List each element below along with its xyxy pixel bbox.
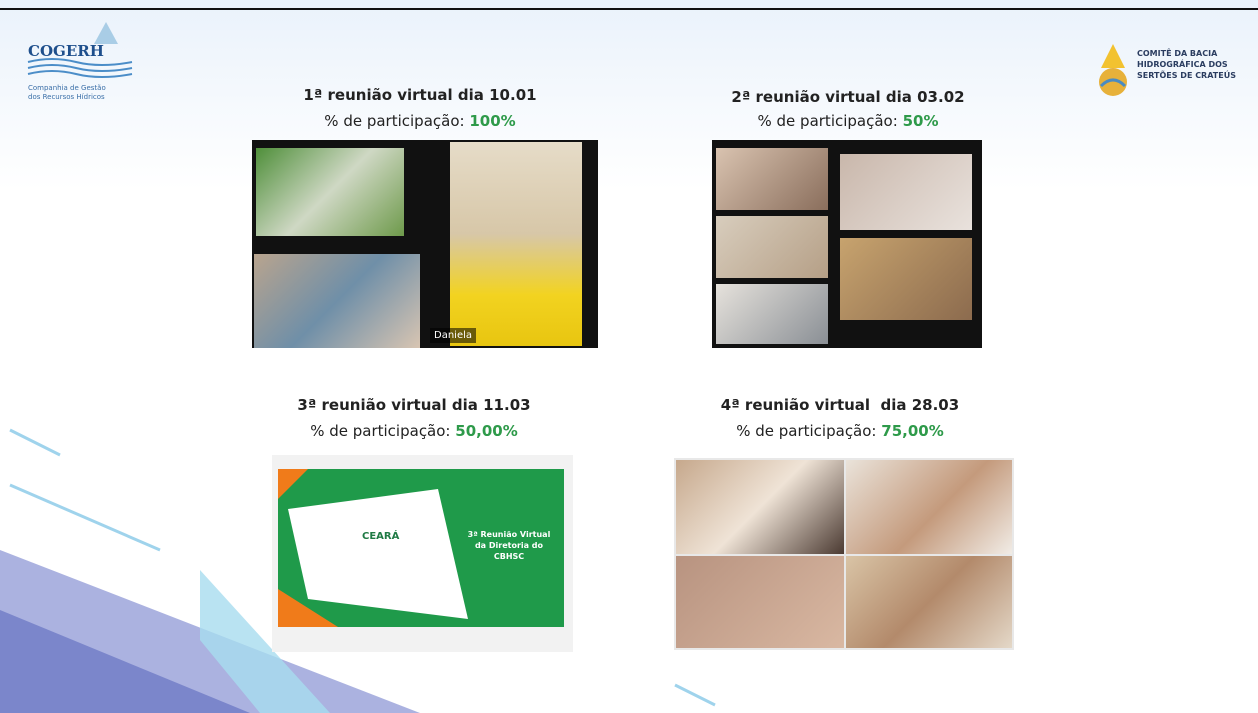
meeting-screenshot: Daniela bbox=[252, 140, 598, 348]
participation-value: 50,00% bbox=[455, 422, 517, 440]
cogerh-logo: COGERH Companhia de Gestão dos Recursos … bbox=[22, 20, 140, 120]
participation: % de participação: 50% bbox=[668, 112, 1028, 130]
video-tile bbox=[716, 148, 828, 210]
participation-label: % de participação: bbox=[736, 422, 876, 440]
top-line bbox=[0, 8, 1258, 10]
preview-title: da Diretoria do bbox=[456, 540, 562, 551]
meeting-screenshot bbox=[674, 458, 1014, 650]
video-tile bbox=[450, 142, 582, 346]
participation-label: % de participação: bbox=[324, 112, 464, 130]
participation: % de participação: 50,00% bbox=[234, 422, 594, 440]
video-tile bbox=[254, 254, 420, 348]
video-tile bbox=[840, 154, 972, 230]
meeting-screenshot bbox=[712, 140, 982, 348]
comite-logo: COMITÊ DA BACIA HIDROGRÁFICA DOS SERTÕES… bbox=[1095, 42, 1255, 102]
logo-subtitle: Companhia de Gestão bbox=[28, 84, 106, 92]
video-tile bbox=[256, 148, 404, 236]
logo-line: SERTÕES DE CRATEÚS bbox=[1137, 70, 1236, 81]
logo-subtitle: dos Recursos Hídricos bbox=[28, 93, 105, 101]
meeting-title: 2ª reunião virtual dia 03.02 bbox=[668, 88, 1028, 106]
participation: % de participação: 100% bbox=[240, 112, 600, 130]
preview-brand: CEARÁ bbox=[362, 531, 399, 542]
logo-line: COMITÊ DA BACIA bbox=[1137, 48, 1236, 59]
participation-value: 50% bbox=[903, 112, 939, 130]
preview-title: 3ª Reunião Virtual bbox=[456, 529, 562, 540]
video-tile bbox=[846, 460, 1012, 554]
participation-label: % de participação: bbox=[758, 112, 898, 130]
participation-value: 100% bbox=[469, 112, 515, 130]
meeting-title: 3ª reunião virtual dia 11.03 bbox=[234, 396, 594, 414]
video-tile bbox=[676, 556, 844, 648]
slide-preview: CEARÁ 3ª Reunião Virtual da Diretoria do… bbox=[278, 469, 564, 627]
meeting-screenshot: CEARÁ 3ª Reunião Virtual da Diretoria do… bbox=[272, 455, 573, 652]
slide: COGERH Companhia de Gestão dos Recursos … bbox=[0, 0, 1258, 713]
video-tile bbox=[716, 284, 828, 344]
participation-value: 75,00% bbox=[881, 422, 943, 440]
meeting-title: 1ª reunião virtual dia 10.01 bbox=[240, 86, 600, 104]
participation-label: % de participação: bbox=[310, 422, 450, 440]
logo-line: HIDROGRÁFICA DOS bbox=[1137, 59, 1236, 70]
video-tile bbox=[840, 238, 972, 320]
video-tile bbox=[716, 216, 828, 278]
logo-icon bbox=[1095, 42, 1131, 100]
meeting-title: 4ª reunião virtual dia 28.03 bbox=[660, 396, 1020, 414]
video-tile bbox=[846, 556, 1012, 648]
preview-title: CBHSC bbox=[456, 551, 562, 562]
video-tile bbox=[676, 460, 844, 554]
participant-name: Daniela bbox=[430, 328, 476, 343]
logo-name: COGERH bbox=[28, 42, 104, 60]
participation: % de participação: 75,00% bbox=[660, 422, 1020, 440]
